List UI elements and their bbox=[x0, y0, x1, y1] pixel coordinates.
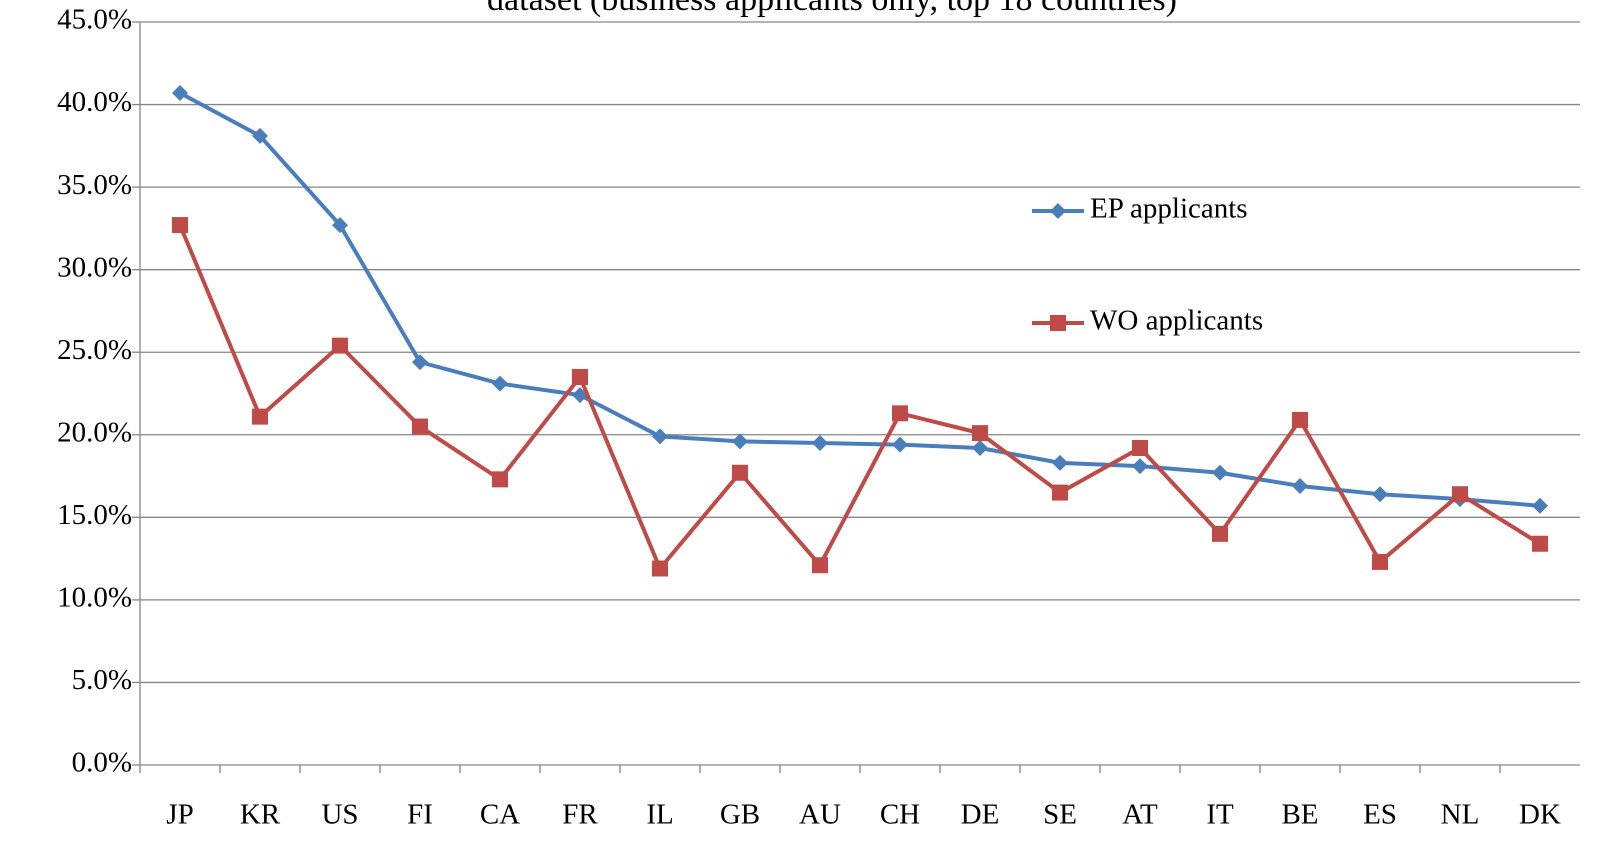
data-point bbox=[812, 435, 828, 452]
y-tick-label: 30.0% bbox=[57, 251, 132, 283]
x-tick-label: NL bbox=[1441, 799, 1480, 831]
x-tick-label: FR bbox=[562, 799, 598, 831]
legend-marker bbox=[1050, 315, 1066, 331]
data-point bbox=[1452, 486, 1468, 503]
data-point bbox=[1132, 439, 1148, 456]
data-point bbox=[1532, 535, 1548, 552]
x-tick-label: CA bbox=[480, 799, 520, 831]
data-point bbox=[652, 428, 668, 445]
x-tick-label: CH bbox=[880, 799, 920, 831]
data-point bbox=[1052, 454, 1068, 471]
x-tick-label: GB bbox=[720, 799, 760, 831]
series-line bbox=[179, 91, 1541, 508]
data-point bbox=[492, 375, 508, 392]
x-tick-label: DK bbox=[1519, 799, 1561, 831]
data-point bbox=[812, 557, 828, 574]
data-point bbox=[1212, 525, 1228, 542]
x-tick-label: BE bbox=[1281, 799, 1318, 831]
data-point bbox=[1132, 458, 1148, 475]
x-tick-label: IT bbox=[1206, 799, 1234, 831]
y-tick-label: 0.0% bbox=[72, 747, 132, 779]
x-tick-label: KR bbox=[240, 799, 281, 831]
x-tick-label: US bbox=[321, 799, 358, 831]
data-point bbox=[1292, 411, 1308, 428]
legend-marker bbox=[1050, 203, 1066, 219]
y-tick-label: 10.0% bbox=[57, 582, 132, 614]
data-point bbox=[892, 405, 908, 422]
data-point bbox=[732, 433, 748, 450]
data-point bbox=[1292, 477, 1308, 494]
data-point bbox=[172, 217, 188, 234]
x-tick-label: AT bbox=[1122, 799, 1158, 831]
data-point bbox=[252, 408, 268, 425]
y-tick-label: 15.0% bbox=[57, 499, 132, 531]
data-point bbox=[652, 560, 668, 577]
data-point bbox=[412, 418, 428, 435]
x-tick-label: DE bbox=[961, 799, 1000, 831]
y-tick-label: 25.0% bbox=[57, 334, 132, 366]
data-point bbox=[1532, 497, 1548, 514]
data-point bbox=[972, 439, 988, 456]
data-point bbox=[492, 471, 508, 488]
series-line bbox=[178, 224, 1542, 571]
data-point bbox=[1372, 553, 1388, 570]
chart-title: dataset (business applicants only, top 1… bbox=[487, 0, 1177, 18]
data-point bbox=[1052, 484, 1068, 501]
x-tick-label: ES bbox=[1363, 799, 1397, 831]
data-point bbox=[972, 425, 988, 442]
data-point bbox=[172, 84, 188, 101]
data-point bbox=[732, 464, 748, 481]
legend-label: EP applicants bbox=[1090, 193, 1248, 225]
y-tick-label: 35.0% bbox=[57, 169, 132, 201]
y-tick-label: 5.0% bbox=[72, 664, 132, 696]
data-point bbox=[252, 127, 268, 144]
data-point bbox=[1212, 464, 1228, 481]
x-tick-label: SE bbox=[1043, 799, 1077, 831]
y-tick-label: 40.0% bbox=[57, 86, 132, 118]
data-point bbox=[892, 436, 908, 453]
x-tick-label: AU bbox=[799, 799, 841, 831]
x-tick-label: FI bbox=[407, 799, 433, 831]
data-point bbox=[332, 217, 348, 234]
y-tick-label: 20.0% bbox=[57, 416, 132, 448]
y-tick-label: 45.0% bbox=[57, 4, 132, 36]
x-tick-label: IL bbox=[646, 799, 673, 831]
x-tick-label: JP bbox=[166, 799, 193, 831]
legend-label: WO applicants bbox=[1090, 305, 1263, 337]
data-point bbox=[572, 368, 588, 385]
data-point bbox=[1372, 486, 1388, 503]
data-point bbox=[412, 354, 428, 371]
data-point bbox=[332, 337, 348, 354]
